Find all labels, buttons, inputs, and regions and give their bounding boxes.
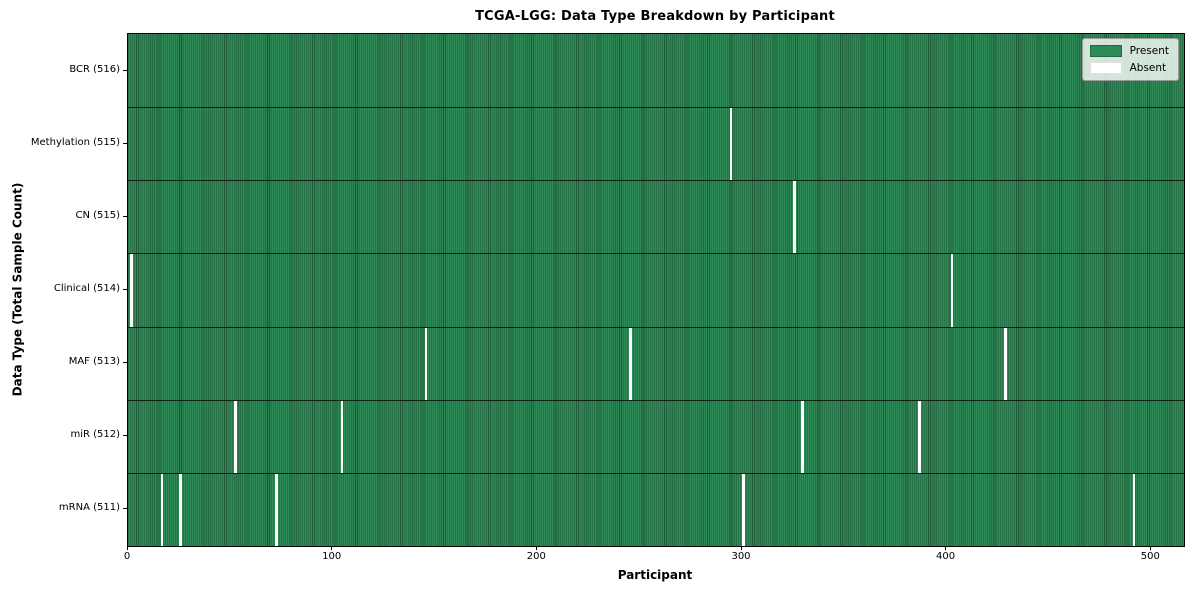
absent-marker [130, 254, 133, 327]
matrix-row-MAF [128, 326, 1184, 400]
absent-marker [1003, 327, 1007, 400]
absent-swatch [1089, 62, 1122, 74]
matrix-row-Clinical [128, 253, 1184, 327]
x-tick-label: 500 [1140, 551, 1160, 562]
y-tick-mark [123, 289, 127, 290]
x-tick-mark [535, 546, 537, 550]
y-tick-mark [123, 215, 127, 217]
y-tick-label: miR (512) [70, 429, 120, 441]
legend-label-present: Present [1129, 44, 1169, 57]
absent-marker [950, 254, 954, 327]
x-tick-label: 400 [936, 551, 956, 562]
x-tick-mark [740, 546, 742, 550]
y-tick-label: Clinical (514) [53, 283, 120, 294]
x-tick-label: 300 [731, 551, 751, 562]
legend: Present Absent [1081, 38, 1179, 81]
x-tick-mark [945, 546, 947, 550]
legend-item-absent: Absent [1089, 61, 1169, 74]
absent-marker [160, 473, 164, 546]
absent-marker [629, 327, 633, 400]
x-tick-mark [1149, 546, 1151, 550]
matrix-row-miR [128, 399, 1184, 473]
absent-marker [729, 108, 733, 181]
present-swatch [1089, 45, 1122, 57]
matrix-row-BCR [128, 34, 1184, 108]
x-tick-label: 100 [322, 551, 342, 562]
absent-marker [793, 181, 796, 254]
plot-area: Present Absent [127, 33, 1185, 547]
absent-marker [340, 400, 344, 473]
y-tick-mark [123, 69, 127, 71]
x-tick-mark [126, 546, 128, 550]
x-tick-label: 0 [123, 551, 131, 562]
absent-marker [234, 400, 238, 473]
y-tick-label: CN (515) [75, 209, 120, 221]
absent-marker [741, 473, 745, 546]
y-tick-label: mRNA (511) [58, 502, 120, 514]
y-tick-mark [123, 508, 127, 510]
chart-title: TCGA-LGG: Data Type Breakdown by Partici… [475, 9, 835, 24]
y-tick-mark [123, 362, 127, 364]
absent-marker [1132, 473, 1136, 546]
absent-marker [801, 400, 804, 473]
absent-marker [179, 473, 182, 546]
y-tick-mark [123, 142, 127, 144]
x-tick-label: 200 [526, 551, 546, 562]
y-tick-label: Methylation (515) [30, 136, 120, 148]
legend-label-absent: Absent [1129, 61, 1167, 74]
x-tick-mark [331, 546, 333, 550]
absent-marker [424, 327, 428, 400]
matrix-row-Methylation [128, 107, 1184, 181]
legend-item-present: Present [1089, 44, 1169, 57]
absent-marker [917, 400, 921, 473]
x-axis-label: Participant [617, 568, 693, 582]
matrix-row-CN [128, 180, 1184, 254]
y-tick-label: MAF (513) [68, 356, 120, 368]
y-tick-label: BCR (516) [69, 63, 120, 75]
matrix-row-mRNA [128, 472, 1184, 546]
absent-marker [275, 473, 278, 546]
y-tick-mark [123, 435, 127, 437]
